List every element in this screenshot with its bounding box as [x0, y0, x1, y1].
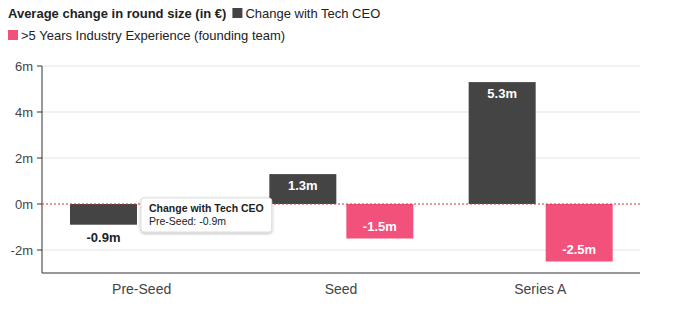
- tooltip-box: [141, 198, 272, 232]
- bar: [70, 204, 137, 225]
- data-label: -0.9m: [87, 230, 121, 245]
- bars: [70, 82, 613, 261]
- bar: [469, 82, 536, 204]
- tick-mark: [37, 66, 42, 67]
- data-label: 5.3m: [487, 86, 517, 101]
- legend-label: Change with Tech CEO: [245, 6, 380, 21]
- data-label: -2.5m: [562, 242, 596, 257]
- tick-mark: [37, 112, 42, 113]
- tooltip-detail: Pre-Seed: -0.9m: [149, 215, 226, 227]
- chart: Average change in round size (in €) Chang…: [0, 0, 678, 310]
- x-axis: [42, 273, 640, 274]
- tick-mark: [37, 158, 42, 159]
- tick-label: 6m: [15, 59, 33, 74]
- tick-label: 2m: [15, 151, 33, 166]
- bar: [346, 204, 413, 239]
- tooltip-title: Change with Tech CEO: [149, 202, 264, 214]
- category-label: Pre-Seed: [112, 281, 171, 297]
- legend-swatch: [8, 30, 18, 40]
- category-label: Seed: [325, 281, 358, 297]
- grid-line: [42, 158, 640, 159]
- category-label: Series A: [514, 281, 567, 297]
- zero-line: [42, 203, 640, 204]
- bar: [546, 204, 613, 262]
- tick-label: -2m: [11, 243, 33, 258]
- grid-line: [42, 66, 640, 67]
- tick-label: 4m: [15, 105, 33, 120]
- tick-label: 0m: [15, 197, 33, 212]
- data-label: -1.5m: [363, 219, 397, 234]
- tick-mark: [37, 250, 42, 251]
- legend-label: >5 Years Industry Experience (founding t…: [21, 28, 285, 43]
- data-label: 1.3m: [288, 178, 318, 193]
- y-axis: [42, 66, 43, 273]
- grid-line: [42, 112, 640, 113]
- legend-swatch: [232, 8, 242, 18]
- tick-mark: [37, 204, 42, 205]
- bar: [269, 174, 336, 204]
- title: Average change in round size (in €): [8, 6, 226, 21]
